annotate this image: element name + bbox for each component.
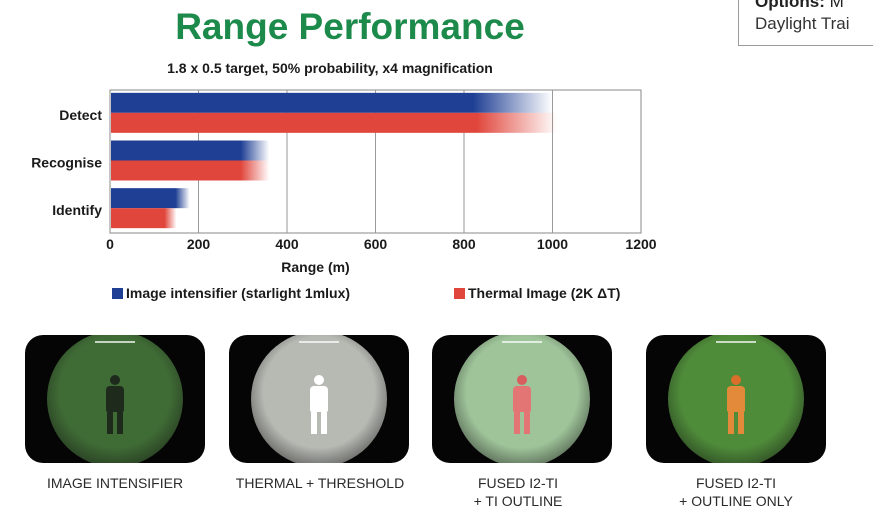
chart-subtitle: 1.8 x 0.5 target, 50% probability, x4 ma… — [167, 60, 493, 76]
bar-image-intensifier — [111, 92, 553, 113]
x-tick-label: 1000 — [537, 236, 568, 252]
chart-title: Range Performance — [175, 6, 525, 47]
bar-image-intensifier — [111, 188, 190, 209]
x-axis-label: Range (m) — [281, 259, 349, 275]
thumbnail-image-intensifier — [25, 335, 205, 463]
bar-thermal-image — [111, 112, 557, 133]
options-label: Options: — [755, 0, 825, 11]
thumbnail-thermal-threshold — [229, 335, 409, 463]
thumbnail-fused-ti-outline — [432, 335, 612, 463]
options-text: M — [824, 0, 844, 11]
reticle-marks — [95, 341, 135, 349]
caption-fused-ti-outline: FUSED I2-TI + TI OUTLINE — [418, 474, 618, 510]
caption-fused-outline-only: FUSED I2-TI + OUTLINE ONLY — [636, 474, 836, 510]
caption-thermal-threshold: THERMAL + THRESHOLD — [220, 474, 420, 492]
options-box: Options: M Daylight Trai — [738, 0, 873, 46]
category-label: Identify — [52, 202, 102, 218]
caption-line: FUSED I2-TI — [695, 475, 777, 491]
legend-item-image-intensifier: Image intensifier (starlight 1mlux) — [112, 285, 350, 301]
caption-line: IMAGE INTENSIFIER — [46, 475, 184, 491]
bar-image-intensifier — [111, 140, 270, 161]
legend-label-thermal-image: Thermal Image (2K ΔT) — [468, 285, 621, 301]
soldier-figure — [513, 375, 531, 435]
x-tick-label: 0 — [106, 236, 114, 252]
bar-thermal-image — [111, 160, 270, 181]
reticle-marks — [716, 341, 756, 349]
legend-label-image-intensifier: Image intensifier (starlight 1mlux) — [126, 285, 351, 301]
options-line-1: Options: M — [755, 0, 873, 12]
soldier-figure — [727, 375, 745, 435]
category-label: Detect — [59, 107, 102, 123]
category-label: Recognise — [31, 155, 102, 171]
x-tick-label: 200 — [187, 236, 211, 252]
reticle-marks — [299, 341, 339, 349]
legend-swatch-image-intensifier — [112, 287, 123, 299]
caption-line: THERMAL + THRESHOLD — [235, 475, 405, 491]
caption-image-intensifier: IMAGE INTENSIFIER — [15, 474, 215, 492]
caption-line: + OUTLINE ONLY — [679, 493, 793, 509]
reticle-marks — [502, 341, 542, 349]
range-bar-chart: 0 200 400 600 800 1000 1200 Detect Recognise Iden… — [31, 89, 657, 275]
legend-swatch-thermal-image — [454, 287, 465, 299]
soldier-figure — [310, 375, 328, 435]
x-tick-label: 600 — [364, 236, 388, 252]
thumbnail-fused-outline-only — [646, 335, 826, 463]
options-line-2: Daylight Trai — [755, 14, 850, 33]
x-tick-label: 1200 — [625, 236, 656, 252]
soldier-figure — [106, 375, 124, 435]
legend-item-thermal-image: Thermal Image (2K ΔT) — [454, 285, 620, 301]
caption-line: + TI OUTLINE — [473, 493, 563, 509]
bar-thermal-image — [111, 208, 177, 229]
caption-line: FUSED I2-TI — [477, 475, 559, 491]
x-tick-label: 800 — [452, 236, 476, 252]
x-tick-label: 400 — [275, 236, 299, 252]
